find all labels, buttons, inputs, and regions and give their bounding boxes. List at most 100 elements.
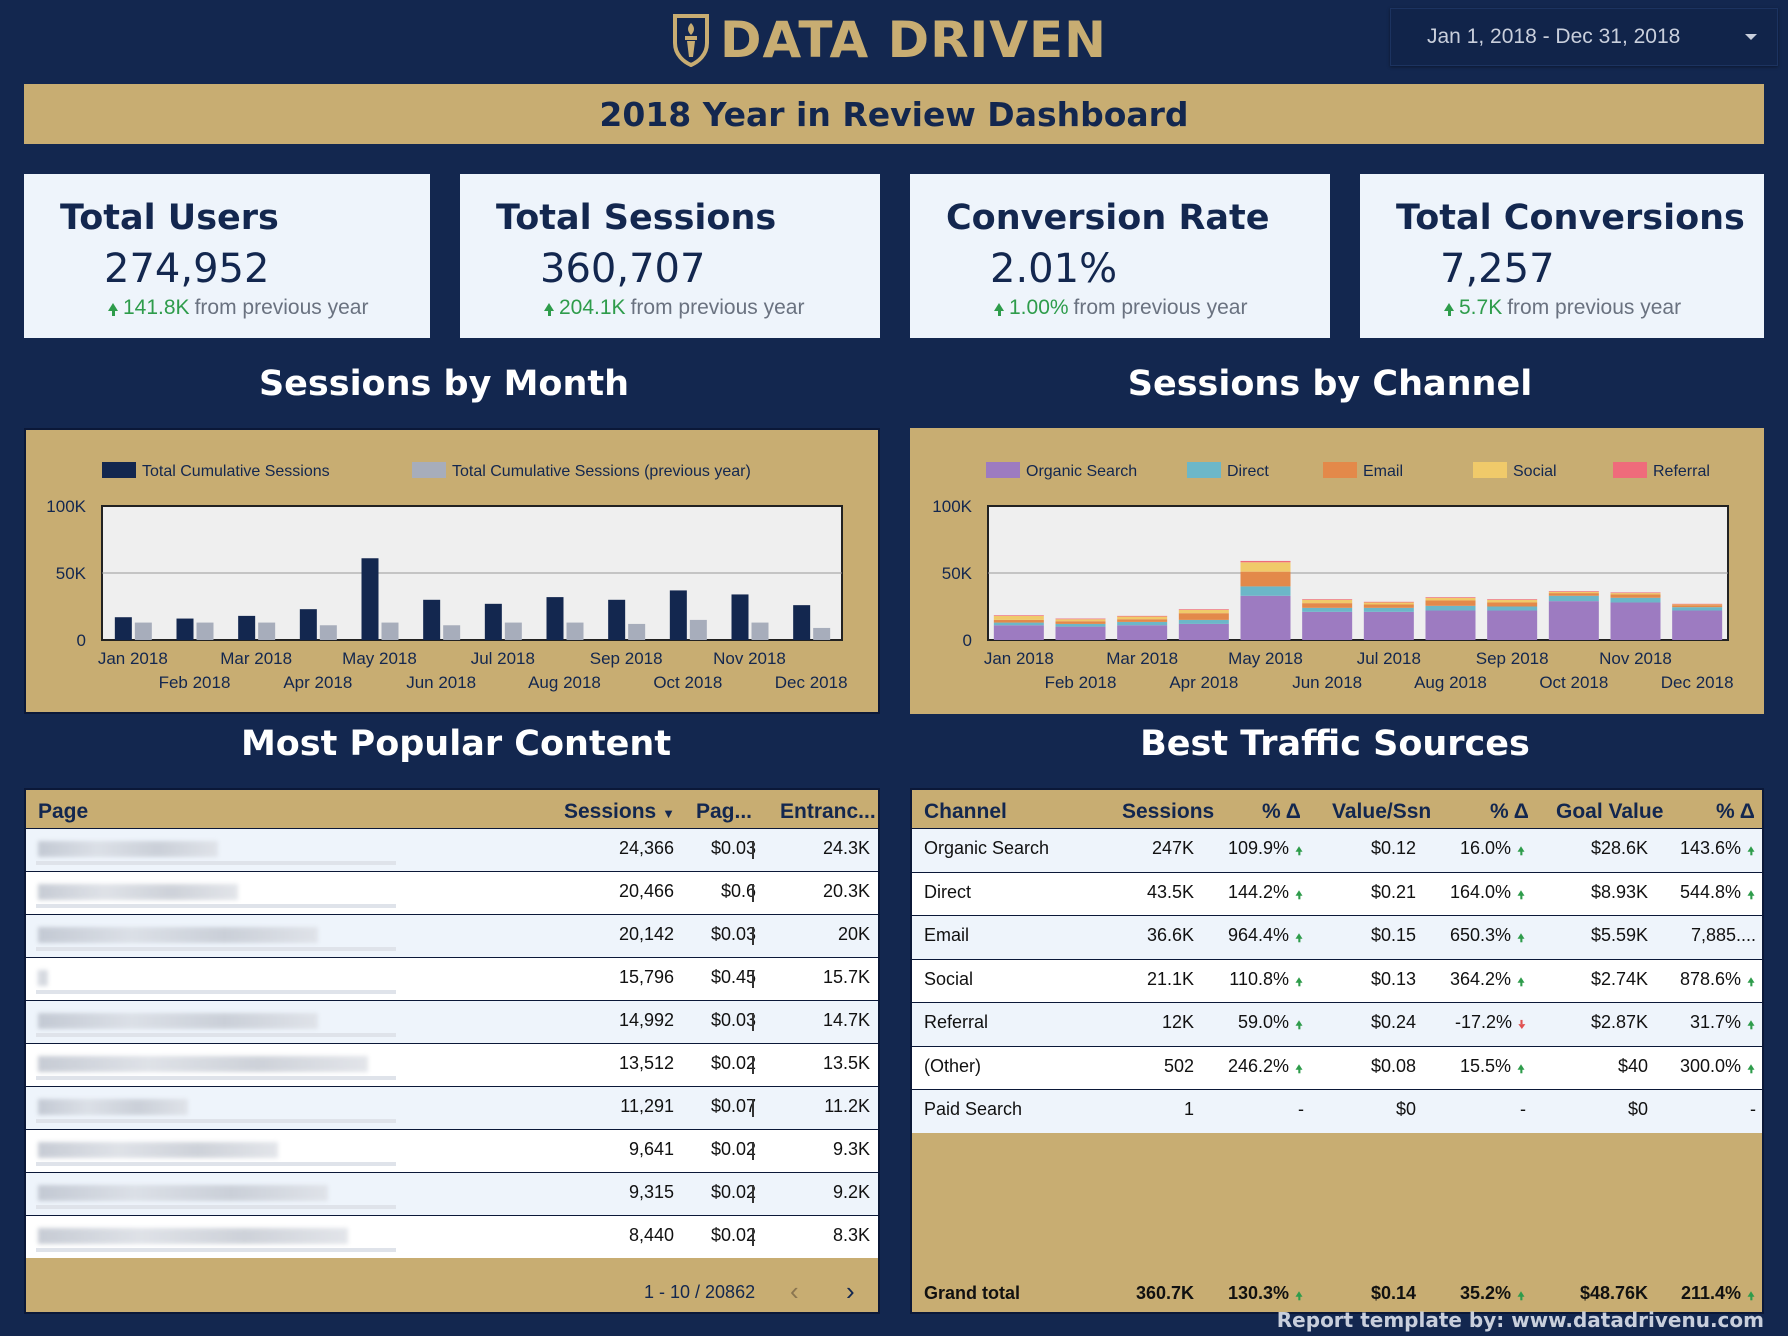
table-row[interactable]: Organic Search 247K 109.9% $0.12 16.0% $28.…: [912, 828, 1762, 872]
bar[interactable]: [751, 622, 769, 640]
bar-segment[interactable]: [1610, 593, 1661, 595]
bar-segment[interactable]: [1302, 599, 1353, 600]
bar-segment[interactable]: [993, 625, 1044, 640]
bar-segment[interactable]: [1117, 616, 1168, 620]
table-row[interactable]: 13,512 $0.02 13.5K: [26, 1043, 878, 1086]
bar-segment[interactable]: [1117, 621, 1168, 626]
bar[interactable]: [731, 594, 749, 640]
bar-segment[interactable]: [1548, 591, 1599, 594]
bar[interactable]: [443, 625, 461, 640]
bar-segment[interactable]: [1240, 571, 1291, 587]
bar[interactable]: [689, 619, 707, 640]
bar-segment[interactable]: [1240, 560, 1291, 563]
prev-page-icon[interactable]: ‹: [790, 1276, 799, 1306]
legend-label[interactable]: Organic Search: [1026, 463, 1137, 480]
bar-segment[interactable]: [993, 619, 1044, 623]
bar[interactable]: [381, 622, 399, 640]
bar-segment[interactable]: [1610, 594, 1661, 598]
bar-segment[interactable]: [1363, 601, 1414, 603]
col-header-sessions[interactable]: Sessions: [1122, 800, 1215, 823]
bar[interactable]: [196, 622, 214, 640]
bar[interactable]: [608, 599, 626, 640]
bar[interactable]: [628, 623, 646, 640]
bar-segment[interactable]: [1425, 610, 1476, 640]
bar-segment[interactable]: [1178, 619, 1229, 624]
table-row[interactable]: 20,142 $0.03 20K: [26, 914, 878, 957]
col-header-goal-delta[interactable]: % Δ: [1716, 800, 1755, 823]
bar[interactable]: [484, 603, 502, 640]
table-row[interactable]: (Other) 502 246.2% $0.08 15.5% $40 300.0%: [912, 1045, 1762, 1090]
bar-segment[interactable]: [1672, 604, 1723, 606]
bar-segment[interactable]: [1178, 609, 1229, 614]
col-header-page[interactable]: Page: [38, 800, 89, 823]
bar-segment[interactable]: [1363, 607, 1414, 612]
bar-segment[interactable]: [1055, 618, 1106, 620]
bar-segment[interactable]: [993, 622, 1044, 626]
bar-segment[interactable]: [1672, 607, 1723, 611]
bar[interactable]: [504, 622, 522, 640]
bar[interactable]: [566, 622, 584, 640]
bar-segment[interactable]: [1240, 595, 1291, 640]
bar-segment[interactable]: [1055, 621, 1106, 624]
legend-label[interactable]: Email: [1363, 463, 1403, 480]
bar-segment[interactable]: [1178, 613, 1229, 620]
bar[interactable]: [134, 622, 152, 640]
bar[interactable]: [176, 618, 194, 640]
bar-segment[interactable]: [1240, 586, 1291, 596]
bar[interactable]: [793, 605, 811, 640]
bar-segment[interactable]: [1178, 623, 1229, 640]
bar[interactable]: [813, 627, 831, 640]
bar-segment[interactable]: [1548, 591, 1599, 592]
table-row[interactable]: 20,466 $0.6 20.3K: [26, 871, 878, 914]
bar-segment[interactable]: [1487, 602, 1538, 607]
table-row[interactable]: Social 21.1K 110.8% $0.13 364.2% $2.74K 878.…: [912, 958, 1762, 1003]
bar[interactable]: [238, 615, 256, 640]
col-header-sessions-delta[interactable]: % Δ: [1262, 800, 1301, 823]
bar-segment[interactable]: [1055, 623, 1106, 627]
bar-segment[interactable]: [1487, 610, 1538, 640]
bar-segment[interactable]: [1117, 615, 1168, 617]
bar-segment[interactable]: [1240, 562, 1291, 572]
table-row[interactable]: Referral 12K 59.0% $0.24 -17.2% $2.87K 31.7%: [912, 1002, 1762, 1046]
bar-segment[interactable]: [1487, 599, 1538, 603]
bar-segment[interactable]: [1055, 619, 1106, 622]
bar[interactable]: [258, 622, 276, 640]
bar-segment[interactable]: [1610, 602, 1661, 640]
table-row[interactable]: Direct 43.5K 144.2% $0.21 164.0% $8.93K 544.…: [912, 871, 1762, 916]
bar-segment[interactable]: [1117, 619, 1168, 622]
bar-segment[interactable]: [1425, 597, 1476, 598]
bar-segment[interactable]: [1363, 611, 1414, 640]
bar-segment[interactable]: [1055, 626, 1106, 640]
table-row[interactable]: 9,641 $0.02 9.3K: [26, 1129, 878, 1172]
bar-segment[interactable]: [1548, 595, 1599, 602]
bar-segment[interactable]: [1363, 602, 1414, 605]
bar-segment[interactable]: [1425, 600, 1476, 606]
table-row[interactable]: 8,440 $0.02 8.3K: [26, 1215, 878, 1258]
table-row[interactable]: Paid Search 1 - $0 - $0 -: [912, 1089, 1762, 1133]
bar[interactable]: [669, 590, 687, 640]
legend-label[interactable]: Total Cumulative Sessions: [142, 463, 330, 480]
col-header-sessions[interactable]: Sessions ▼: [564, 800, 675, 824]
bar-segment[interactable]: [1302, 611, 1353, 640]
bar-segment[interactable]: [1487, 599, 1538, 600]
bar[interactable]: [423, 599, 441, 640]
table-row[interactable]: 11,291 $0.07 11.2K: [26, 1086, 878, 1129]
bar-segment[interactable]: [1117, 625, 1168, 640]
bar[interactable]: [546, 597, 564, 640]
table-row[interactable]: Email 36.6K 964.4% $0.15 650.3% $5.59K 7,885…: [912, 915, 1762, 959]
legend-label[interactable]: Referral: [1653, 463, 1710, 480]
bar[interactable]: [319, 625, 337, 640]
legend-label[interactable]: Direct: [1227, 463, 1269, 480]
bar-segment[interactable]: [1610, 597, 1661, 603]
bar-segment[interactable]: [1548, 601, 1599, 640]
col-header-channel[interactable]: Channel: [924, 800, 1007, 823]
bar-segment[interactable]: [1178, 609, 1229, 610]
table-row[interactable]: 9,315 $0.02 9.2K: [26, 1172, 878, 1215]
bar[interactable]: [114, 617, 132, 640]
bar-segment[interactable]: [1425, 597, 1476, 601]
bar-segment[interactable]: [1302, 607, 1353, 612]
col-header-pageviews[interactable]: Pag...: [696, 800, 753, 823]
table-row[interactable]: 15,796 $0.45 15.7K: [26, 957, 878, 1000]
bar[interactable]: [361, 558, 379, 640]
bar-segment[interactable]: [1363, 604, 1414, 608]
